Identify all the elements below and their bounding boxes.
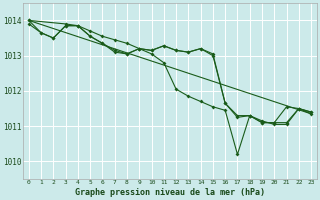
X-axis label: Graphe pression niveau de la mer (hPa): Graphe pression niveau de la mer (hPa): [75, 188, 265, 197]
